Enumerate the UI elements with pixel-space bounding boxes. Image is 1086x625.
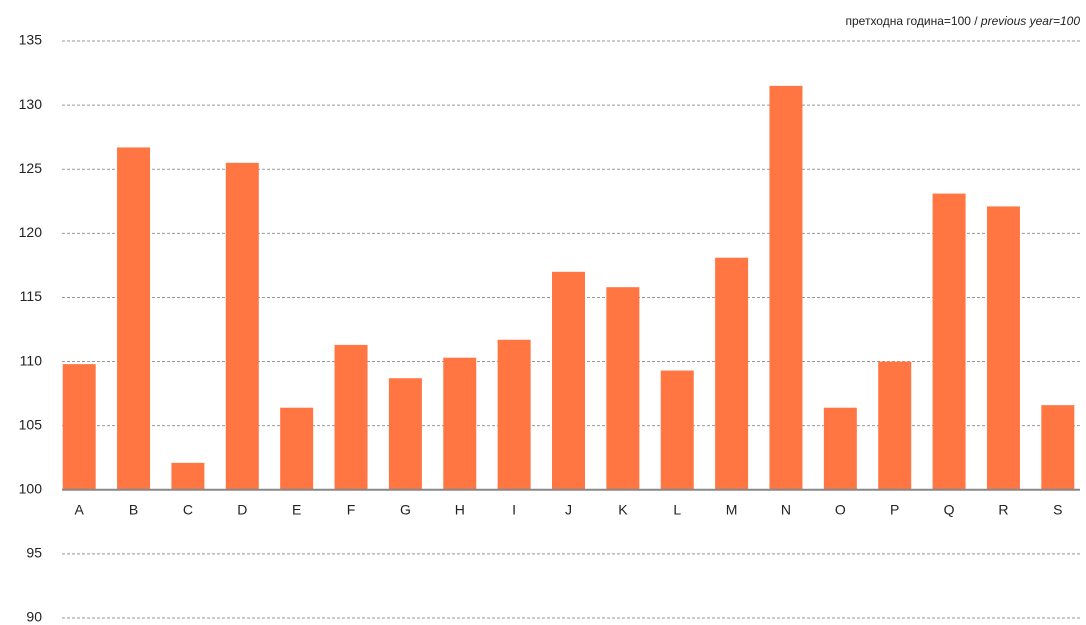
bar	[986, 206, 1020, 490]
chart-note: претходна година=100 / previous year=100	[846, 14, 1081, 28]
y-tick-label: 125	[19, 160, 43, 176]
note: претходна година=100 /	[846, 14, 981, 28]
x-tick-label: D	[237, 501, 247, 517]
bar	[552, 271, 585, 490]
bar	[606, 287, 640, 490]
bar	[117, 147, 151, 490]
bar	[62, 364, 96, 490]
y-tick-label: 120	[19, 224, 43, 240]
y-tick-label: 95	[26, 545, 42, 561]
bar	[715, 257, 749, 490]
bar	[660, 370, 694, 490]
x-tick-label: M	[726, 501, 738, 517]
x-tick-label: E	[292, 501, 301, 517]
y-tick-label: 115	[20, 288, 43, 304]
x-tick-label: K	[618, 501, 628, 517]
x-tick-label: H	[455, 501, 465, 517]
bar	[225, 162, 259, 490]
x-tick-label: G	[400, 501, 411, 517]
y-tick-label: 105	[19, 416, 43, 432]
bar	[1041, 405, 1075, 490]
bar	[388, 378, 422, 490]
x-tick-label: L	[673, 501, 681, 517]
x-tick-label: Q	[944, 501, 955, 517]
y-tick-label: 135	[19, 32, 43, 48]
bar	[497, 339, 531, 490]
bar	[932, 193, 966, 490]
x-tick-label: C	[183, 501, 193, 517]
x-tick-label: J	[565, 501, 572, 517]
y-tick-label: 90	[26, 609, 42, 625]
bar	[769, 85, 803, 490]
x-tick-label: P	[890, 501, 899, 517]
x-tick-label: I	[512, 501, 516, 517]
y-tick-label: 110	[20, 352, 43, 368]
bar	[878, 361, 912, 490]
y-tick-label: 130	[19, 96, 43, 112]
x-tick-label: F	[347, 501, 356, 517]
note-italic: previous year=100	[980, 14, 1080, 28]
x-tick-label: N	[781, 501, 791, 517]
bar	[443, 357, 477, 490]
bar	[171, 462, 205, 490]
x-tick-label: A	[75, 501, 85, 517]
x-tick-label: B	[129, 501, 138, 517]
y-tick-label: 100	[19, 480, 43, 496]
bar	[334, 344, 368, 490]
x-tick-label: O	[835, 501, 846, 517]
bar	[280, 407, 314, 490]
x-tick-label: S	[1053, 501, 1062, 517]
x-tick-label: R	[998, 501, 1008, 517]
bar	[823, 407, 857, 490]
